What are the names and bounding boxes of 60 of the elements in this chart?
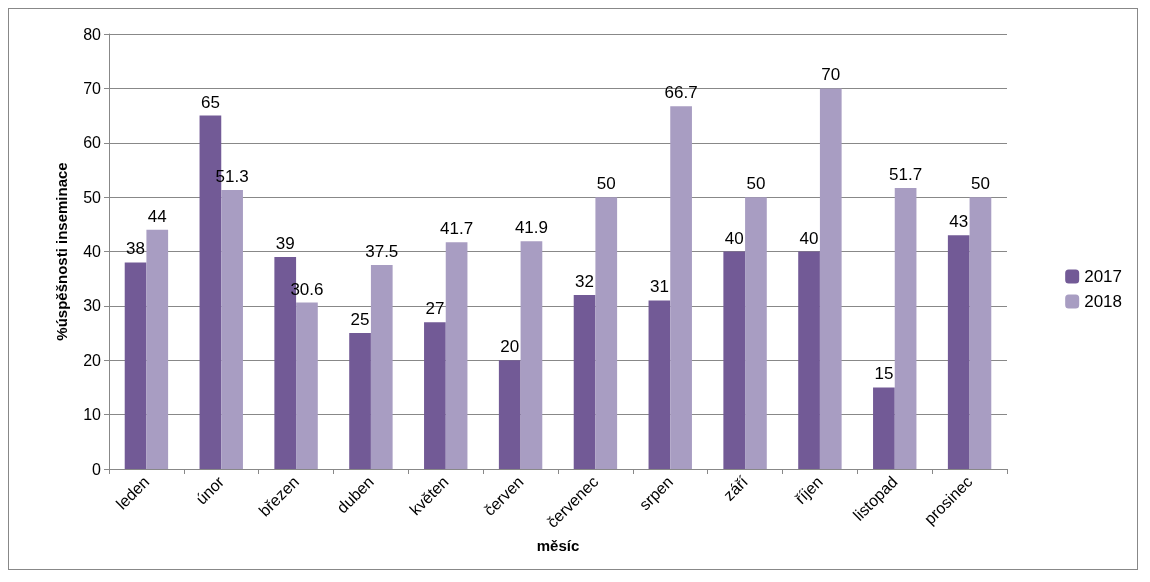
data-label: 38 bbox=[126, 239, 146, 259]
data-label: 40 bbox=[799, 228, 819, 248]
bar bbox=[947, 235, 970, 469]
bar bbox=[670, 106, 692, 469]
bar bbox=[498, 360, 521, 469]
x-tick-label: říjen bbox=[791, 472, 826, 508]
data-label: 25 bbox=[350, 310, 370, 330]
data-label: 40 bbox=[724, 228, 744, 248]
data-label: 66.7 bbox=[664, 83, 698, 103]
y-tick-label: 20 bbox=[83, 351, 102, 369]
data-label: 50 bbox=[746, 174, 766, 194]
y-tick-label: 40 bbox=[83, 243, 102, 260]
data-label: 39 bbox=[275, 233, 295, 253]
data-label: 31 bbox=[649, 277, 669, 297]
bar bbox=[894, 187, 917, 469]
y-tick-label: 60 bbox=[83, 134, 102, 152]
y-axis-title: %úspěšnosti inseminace bbox=[53, 162, 70, 341]
data-label: 37.5 bbox=[365, 242, 399, 262]
bar bbox=[349, 333, 371, 469]
y-tick-label: 70 bbox=[83, 79, 102, 97]
bar bbox=[221, 190, 243, 469]
legend-label: 2017 bbox=[1084, 267, 1123, 286]
bar bbox=[445, 242, 468, 469]
data-label: 41.7 bbox=[440, 219, 474, 239]
bar bbox=[370, 265, 393, 469]
y-tick-label: 50 bbox=[83, 188, 102, 206]
bar bbox=[798, 251, 820, 469]
data-label: 20 bbox=[500, 337, 520, 357]
data-label: 51.7 bbox=[889, 164, 923, 184]
data-label: 41.9 bbox=[514, 218, 548, 238]
x-tick-label: září bbox=[720, 472, 752, 504]
y-tick-label: 30 bbox=[83, 297, 102, 315]
data-label: 50 bbox=[970, 174, 990, 194]
y-tick-label: 10 bbox=[83, 406, 102, 424]
bar bbox=[520, 241, 543, 469]
bar bbox=[595, 197, 618, 469]
legend-label: 2018 bbox=[1084, 292, 1123, 311]
bar bbox=[648, 300, 671, 469]
bar bbox=[296, 302, 318, 469]
bar bbox=[969, 197, 992, 469]
bar bbox=[745, 197, 767, 469]
data-label: 65 bbox=[200, 92, 220, 112]
data-label: 32 bbox=[575, 272, 595, 291]
x-tick-label: únor bbox=[192, 472, 228, 508]
bar bbox=[819, 88, 842, 469]
bar bbox=[424, 322, 446, 469]
bar bbox=[124, 262, 147, 469]
data-label: 15 bbox=[874, 364, 894, 384]
data-label: 70 bbox=[821, 65, 841, 85]
bar bbox=[573, 295, 596, 469]
bar bbox=[146, 229, 169, 469]
x-axis-title: měsíc bbox=[536, 536, 580, 554]
data-label: 27 bbox=[425, 299, 445, 319]
data-label: 43 bbox=[949, 212, 969, 232]
bar bbox=[873, 387, 895, 469]
data-label: 50 bbox=[596, 174, 616, 194]
y-tick-label: 0 bbox=[92, 460, 102, 478]
bar bbox=[723, 251, 746, 469]
data-label: 44 bbox=[147, 206, 167, 226]
y-tick-label: 80 bbox=[83, 25, 102, 43]
